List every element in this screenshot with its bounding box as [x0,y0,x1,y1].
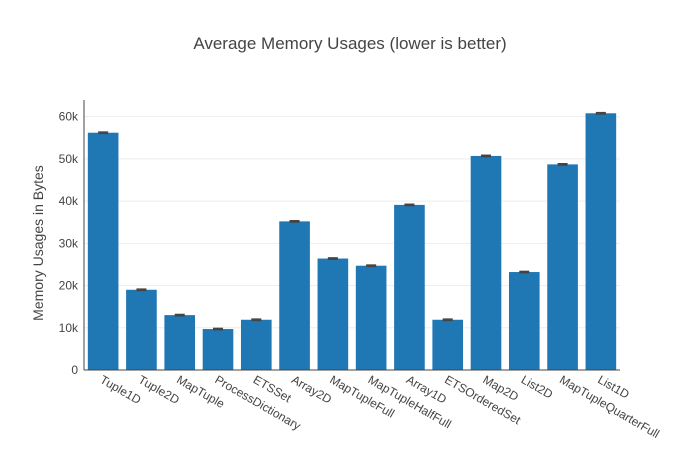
bar [126,289,157,370]
y-tick-label: 20k [59,279,79,293]
bar [279,221,310,370]
x-tick-label: Tuple2D [136,372,182,407]
bar [547,164,578,370]
y-tick-label: 50k [59,152,79,166]
x-tick-label: Tuple1D [98,372,144,407]
bar [585,113,617,371]
y-tick-label: 10k [59,321,79,335]
bar [202,329,234,370]
chart-title: Average Memory Usages (lower is better) [193,34,507,53]
x-tick-label: List2D [519,372,556,401]
bar [394,204,425,370]
bar [355,265,387,370]
y-tick-label: 40k [59,194,79,208]
bar [317,258,349,370]
bar [164,315,196,370]
y-tick-label: 0 [71,363,78,377]
bar [432,319,464,370]
y-tick-label: 60k [59,110,79,124]
bar [470,155,502,370]
bar [87,132,119,370]
y-tick-label: 30k [59,236,79,250]
x-tick-label: Array2D [289,372,334,406]
bar [240,319,272,370]
bar [508,272,540,370]
